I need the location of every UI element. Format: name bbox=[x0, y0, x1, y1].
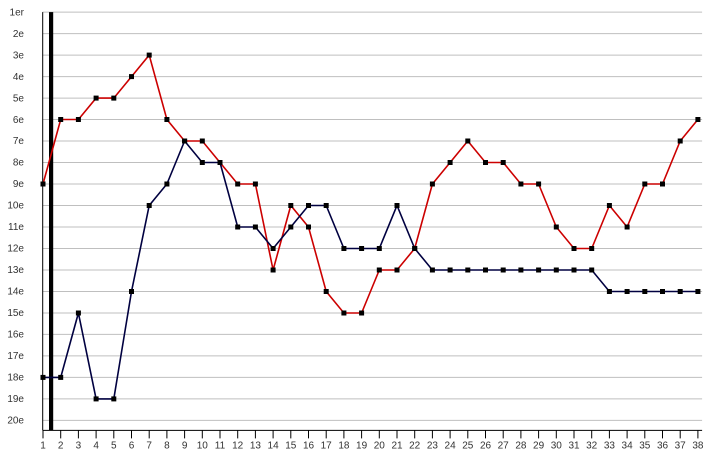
svg-text:29: 29 bbox=[533, 440, 545, 451]
svg-text:6e: 6e bbox=[13, 115, 25, 126]
svg-text:7: 7 bbox=[146, 440, 152, 451]
svg-text:23: 23 bbox=[427, 440, 439, 451]
svg-text:4e: 4e bbox=[13, 72, 25, 83]
svg-text:20: 20 bbox=[374, 440, 386, 451]
svg-text:11e: 11e bbox=[8, 222, 24, 233]
svg-text:10e: 10e bbox=[7, 201, 24, 212]
svg-text:13e: 13e bbox=[7, 265, 24, 276]
svg-text:4: 4 bbox=[93, 440, 99, 451]
svg-text:17e: 17e bbox=[7, 351, 24, 362]
svg-text:9e: 9e bbox=[13, 179, 25, 190]
svg-text:10: 10 bbox=[197, 440, 209, 451]
svg-text:8e: 8e bbox=[13, 158, 25, 169]
svg-text:35: 35 bbox=[639, 440, 651, 451]
svg-text:30: 30 bbox=[551, 440, 563, 451]
svg-text:19e: 19e bbox=[7, 394, 24, 405]
svg-text:31: 31 bbox=[568, 440, 580, 451]
svg-text:11: 11 bbox=[215, 440, 226, 451]
svg-text:13: 13 bbox=[250, 440, 262, 451]
svg-text:16: 16 bbox=[303, 440, 315, 451]
svg-text:3: 3 bbox=[76, 440, 82, 451]
svg-text:15e: 15e bbox=[7, 308, 24, 319]
svg-text:32: 32 bbox=[586, 440, 598, 451]
svg-text:8: 8 bbox=[164, 440, 170, 451]
svg-text:21: 21 bbox=[391, 440, 403, 451]
svg-text:33: 33 bbox=[604, 440, 616, 451]
svg-text:9: 9 bbox=[182, 440, 188, 451]
svg-text:12: 12 bbox=[232, 440, 244, 451]
svg-text:26: 26 bbox=[480, 440, 492, 451]
svg-text:3e: 3e bbox=[13, 50, 25, 61]
svg-text:20e: 20e bbox=[7, 416, 24, 427]
svg-text:5: 5 bbox=[111, 440, 117, 451]
svg-text:18e: 18e bbox=[7, 373, 24, 384]
svg-text:19: 19 bbox=[356, 440, 368, 451]
svg-text:36: 36 bbox=[657, 440, 669, 451]
svg-text:14e: 14e bbox=[7, 287, 24, 298]
svg-text:16e: 16e bbox=[7, 330, 24, 341]
svg-text:7e: 7e bbox=[13, 136, 25, 147]
svg-text:24: 24 bbox=[445, 440, 457, 451]
svg-text:1: 1 bbox=[40, 440, 46, 451]
svg-text:5e: 5e bbox=[13, 93, 25, 104]
svg-text:18: 18 bbox=[338, 440, 350, 451]
svg-text:34: 34 bbox=[622, 440, 634, 451]
svg-text:38: 38 bbox=[692, 440, 704, 451]
svg-text:27: 27 bbox=[498, 440, 510, 451]
svg-text:28: 28 bbox=[515, 440, 527, 451]
svg-text:37: 37 bbox=[675, 440, 687, 451]
svg-text:22: 22 bbox=[409, 440, 421, 451]
svg-text:2e: 2e bbox=[13, 29, 25, 40]
svg-text:2: 2 bbox=[58, 440, 64, 451]
svg-text:25: 25 bbox=[462, 440, 474, 451]
svg-text:15: 15 bbox=[285, 440, 297, 451]
svg-text:14: 14 bbox=[268, 440, 280, 451]
svg-text:1er: 1er bbox=[10, 7, 25, 18]
svg-text:6: 6 bbox=[129, 440, 135, 451]
svg-text:12e: 12e bbox=[7, 244, 24, 255]
svg-text:17: 17 bbox=[321, 440, 333, 451]
